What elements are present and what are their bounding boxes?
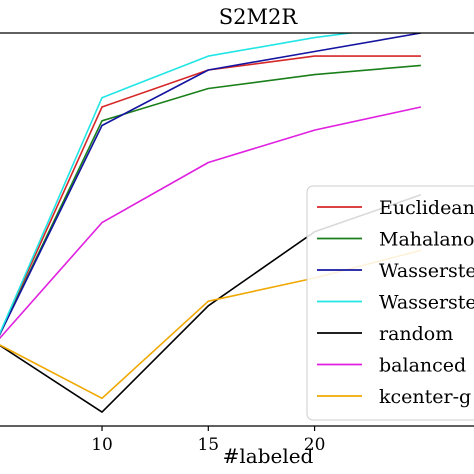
legend-label-6: kcenter-g xyxy=(379,386,471,408)
x-tick-label-0: 10 xyxy=(91,435,113,455)
x-tick-label-2: 20 xyxy=(304,435,326,455)
legend-box xyxy=(306,185,474,421)
legend-label-4: random xyxy=(379,323,453,345)
series-line-5 xyxy=(0,106,422,340)
legend-label-1: Mahalanobis xyxy=(379,229,474,251)
chart-title: S2M2R xyxy=(219,5,299,29)
legend: Euclidean Mahalanobis Wasserstein Wasserste… xyxy=(306,185,474,421)
series-line-1 xyxy=(0,64,421,336)
x-tick-label-1: 15 xyxy=(197,435,219,455)
legend-label-2: Wasserstein xyxy=(379,260,474,282)
legend-label-0: Euclidean xyxy=(379,197,474,219)
series-line-3 xyxy=(0,33,357,335)
series-line-2 xyxy=(0,33,422,336)
legend-label-5: balanced xyxy=(379,355,466,377)
x-axis-label: #labeled xyxy=(223,444,314,468)
legend-label-3: Wasserstein xyxy=(379,292,474,314)
